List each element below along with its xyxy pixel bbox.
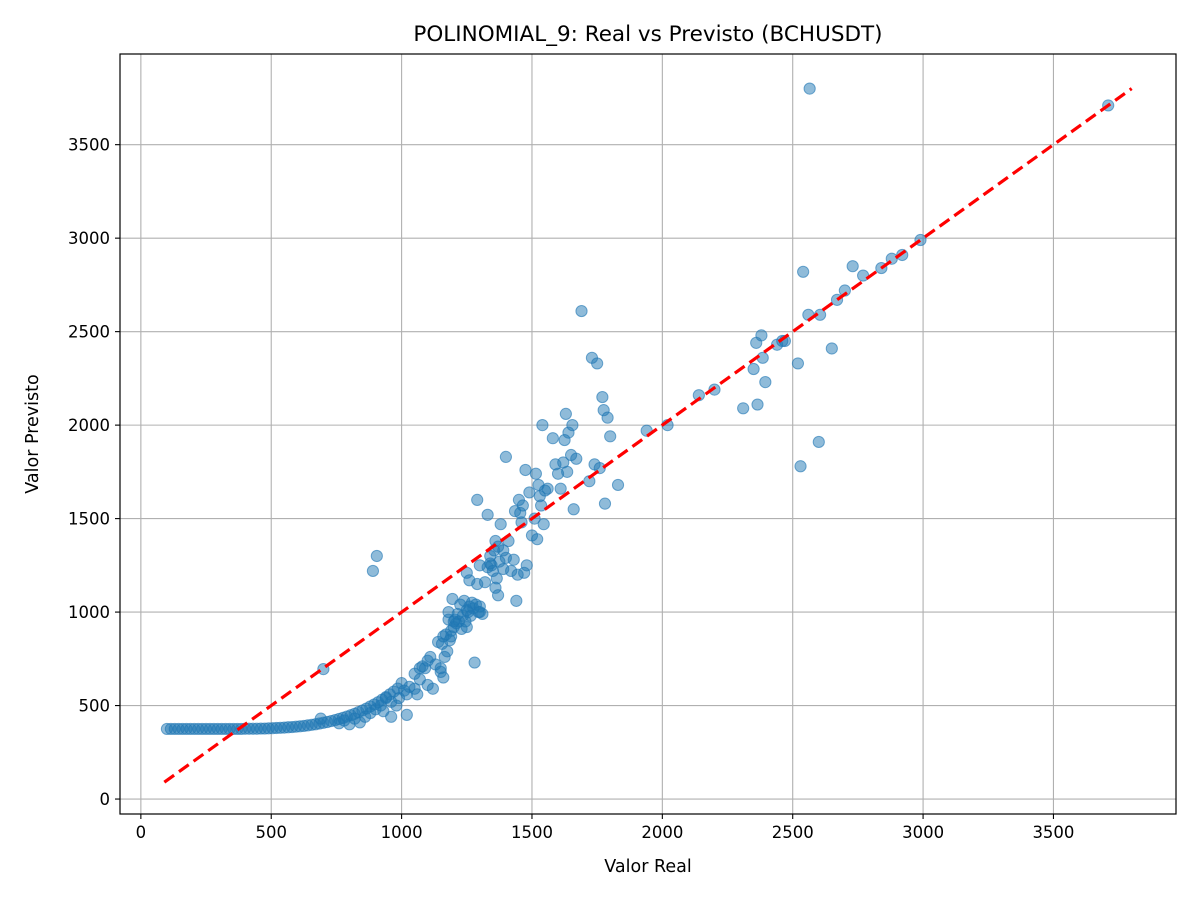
- data-point: [434, 662, 447, 675]
- y-tick-label: 3000: [68, 229, 110, 248]
- x-tick-label: 2500: [772, 823, 814, 842]
- data-point: [478, 576, 492, 589]
- data-point: [473, 605, 486, 619]
- data-point: [570, 452, 583, 465]
- data-point: [567, 503, 580, 516]
- data-point: [413, 662, 426, 675]
- data-point: [536, 419, 549, 432]
- data-point: [400, 708, 413, 722]
- data-point: [484, 557, 497, 570]
- data-point: [447, 615, 460, 628]
- data-point: [366, 564, 380, 578]
- data-point: [314, 712, 327, 725]
- data-point: [519, 463, 532, 477]
- data-point: [460, 604, 473, 617]
- data-point: [604, 430, 617, 443]
- data-point: [481, 508, 494, 521]
- data-point: [575, 304, 588, 318]
- data-point: [441, 645, 454, 658]
- data-point: [537, 518, 550, 531]
- x-tick-label: 500: [255, 823, 287, 842]
- y-tick-label: 2500: [68, 323, 110, 342]
- data-point: [755, 329, 768, 342]
- data-point: [601, 411, 614, 424]
- data-point: [494, 518, 507, 531]
- data-point: [392, 691, 406, 705]
- x-tick-label: 3000: [902, 823, 944, 842]
- x-axis-label: Valor Real: [604, 857, 691, 877]
- y-tick-label: 0: [100, 790, 111, 809]
- data-point: [463, 574, 476, 587]
- y-tick-label: 500: [79, 697, 111, 716]
- data-point: [812, 435, 825, 449]
- data-point: [747, 362, 760, 376]
- data-point: [531, 533, 544, 546]
- x-tick-label: 0: [136, 823, 147, 842]
- axis-ticks: 0 500 1000 1500 2000 2500 3000 3500 0 500 1000 1500…: [68, 136, 1074, 842]
- data-point: [546, 432, 559, 445]
- data-point: [529, 467, 542, 480]
- data-point: [473, 559, 486, 572]
- data-point: [468, 656, 481, 669]
- data-point: [491, 589, 505, 602]
- data-point: [791, 357, 805, 370]
- data-point: [497, 544, 510, 557]
- data-point: [377, 705, 390, 718]
- chart-title: POLINOMIAL_9: Real vs Previsto (BCHUSDT): [413, 22, 882, 47]
- data-point: [516, 499, 529, 512]
- data-point: [559, 407, 572, 421]
- data-point: [611, 478, 625, 492]
- data-point: [554, 482, 567, 495]
- data-point: [541, 482, 554, 495]
- x-tick-label: 2000: [641, 823, 683, 842]
- plot-frame: [119, 53, 1177, 815]
- data-point: [794, 460, 807, 473]
- data-point: [759, 376, 772, 389]
- y-tick-label: 1500: [68, 510, 110, 529]
- data-point: [499, 450, 512, 464]
- data-point: [561, 465, 574, 478]
- reference-line: [163, 87, 1133, 784]
- x-tick-label: 3500: [1032, 823, 1074, 842]
- data-point: [510, 594, 523, 607]
- data-point: [825, 342, 838, 355]
- data-point: [523, 486, 536, 499]
- reference-line-layer: [163, 87, 1133, 784]
- data-point: [596, 390, 609, 404]
- y-tick-label: 1000: [68, 603, 110, 622]
- data-point: [846, 260, 859, 273]
- data-point: [442, 605, 455, 619]
- data-point: [598, 497, 612, 510]
- data-point: [507, 553, 520, 566]
- data-point: [737, 402, 750, 415]
- data-point: [520, 559, 533, 572]
- data-point: [797, 265, 810, 278]
- data-points: [160, 82, 1115, 736]
- y-axis-label: Valor Previsto: [23, 374, 43, 493]
- data-point: [408, 682, 421, 695]
- data-point: [566, 419, 579, 432]
- data-point: [460, 620, 473, 634]
- y-tick-label: 3500: [68, 136, 110, 155]
- x-tick-label: 1500: [511, 823, 553, 842]
- data-point: [751, 398, 764, 411]
- data-point: [421, 678, 434, 692]
- data-point: [437, 630, 450, 643]
- data-point: [591, 357, 604, 370]
- data-point: [803, 82, 816, 95]
- x-tick-label: 1000: [381, 823, 423, 842]
- data-point: [370, 549, 383, 563]
- data-point: [471, 493, 484, 507]
- y-tick-label: 2000: [68, 416, 110, 435]
